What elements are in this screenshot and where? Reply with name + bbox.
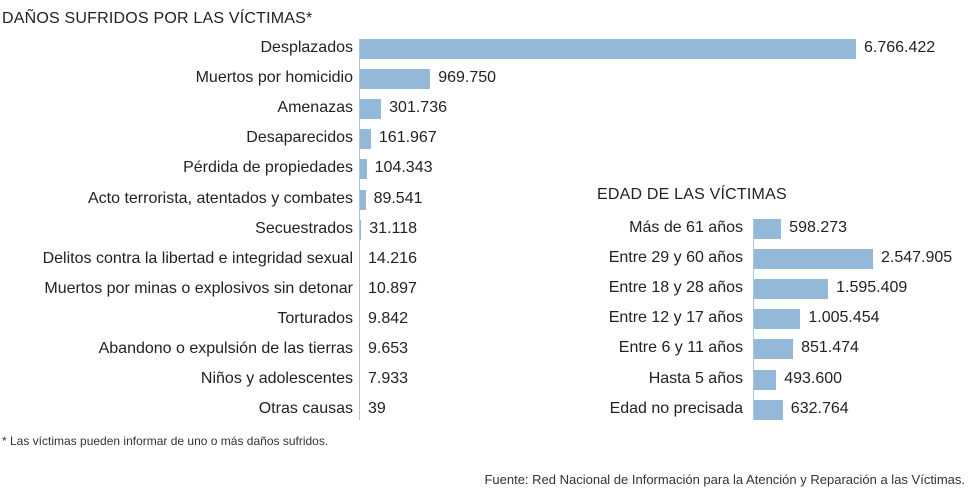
category-label: Hasta 5 años bbox=[648, 369, 743, 387]
value-label: 1.595.409 bbox=[836, 279, 908, 297]
bar bbox=[359, 189, 366, 210]
value-label: 89.541 bbox=[373, 189, 423, 207]
value-label: 493.600 bbox=[784, 369, 843, 387]
value-label: 6.766.422 bbox=[864, 39, 936, 56]
category-label: Más de 61 años bbox=[629, 219, 743, 236]
category-label: Desplazados bbox=[260, 39, 354, 56]
value-label: 851.474 bbox=[801, 339, 859, 357]
value-label: 632.764 bbox=[790, 399, 849, 417]
category-label: Entre 6 y 11 años bbox=[618, 339, 743, 357]
category-label: Edad no precisada bbox=[609, 399, 743, 417]
value-label: 9.842 bbox=[368, 309, 409, 327]
category-label: Entre 18 y 28 años bbox=[608, 279, 743, 297]
bar bbox=[753, 249, 873, 270]
value-label: 39 bbox=[368, 400, 386, 418]
value-label: 14.216 bbox=[368, 249, 417, 267]
category-label: Torturados bbox=[277, 309, 353, 327]
bar bbox=[359, 159, 367, 180]
bar bbox=[753, 219, 782, 239]
category-label: Abandono o expulsión de las tierras bbox=[98, 340, 353, 357]
bar bbox=[753, 339, 794, 360]
category-label: Niños y adolescentes bbox=[200, 370, 353, 388]
bar bbox=[359, 129, 371, 150]
value-label: 104.343 bbox=[374, 159, 433, 177]
category-label: Desaparecidos bbox=[246, 129, 353, 147]
value-label: 9.653 bbox=[368, 340, 409, 357]
bar bbox=[359, 219, 362, 240]
category-label: Amenazas bbox=[277, 99, 353, 117]
value-label: 31.118 bbox=[369, 219, 418, 237]
category-label: Delitos contra la libertad e integridad … bbox=[42, 249, 353, 267]
damages-chart-title: DAÑOS SUFRIDOS POR LAS VÍCTIMAS* bbox=[2, 10, 313, 27]
axis-line bbox=[359, 39, 360, 421]
value-label: 10.897 bbox=[368, 279, 417, 297]
value-label: 7.933 bbox=[368, 370, 409, 388]
category-label: Pérdida de propiedades bbox=[183, 159, 353, 177]
bar bbox=[753, 399, 783, 420]
category-label: Muertos por minas o explosivos sin deton… bbox=[44, 279, 353, 297]
bar bbox=[359, 39, 856, 59]
footnote: * Las víctimas pueden informar de uno o … bbox=[2, 434, 329, 448]
value-label: 161.967 bbox=[378, 129, 437, 147]
category-label: Otras causas bbox=[258, 400, 353, 418]
category-label: Entre 29 y 60 años bbox=[608, 249, 743, 267]
axis-line bbox=[753, 219, 754, 420]
bar bbox=[359, 69, 431, 90]
bar bbox=[359, 99, 382, 120]
source-note: Fuente: Red Nacional de Información para… bbox=[484, 472, 965, 487]
bar bbox=[753, 279, 829, 300]
category-label: Entre 12 y 17 años bbox=[608, 309, 743, 327]
category-label: Acto terrorista, atentados y combates bbox=[87, 189, 353, 207]
category-label: Secuestrados bbox=[255, 219, 353, 237]
category-label: Muertos por homicidio bbox=[195, 69, 353, 87]
value-label: 1.005.454 bbox=[808, 309, 880, 327]
bar bbox=[753, 369, 777, 390]
value-label: 969.750 bbox=[438, 69, 497, 87]
bar bbox=[753, 309, 801, 330]
value-label: 2.547.905 bbox=[881, 249, 953, 267]
value-label: 598.273 bbox=[789, 219, 848, 236]
age-chart-title: EDAD DE LAS VÍCTIMAS bbox=[597, 186, 787, 203]
value-label: 301.736 bbox=[389, 99, 447, 117]
